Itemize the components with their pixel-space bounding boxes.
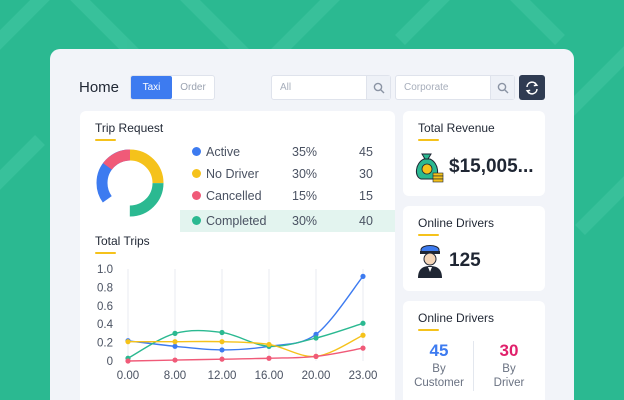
legend-count: 40: [359, 214, 373, 228]
donut-slice-cancelled: [96, 149, 164, 217]
series-point-3: [125, 358, 131, 364]
customer-label-bottom: Customer: [414, 377, 464, 389]
legend-row-completed[interactable]: Completed 30% 40: [180, 210, 395, 232]
search-icon: [373, 82, 384, 93]
series-point-1: [313, 335, 319, 341]
x-tick-label: 23.00: [349, 370, 378, 382]
donut-slice-completed: [96, 149, 164, 217]
total-trips-title: Total Trips: [95, 234, 150, 248]
series-point-2: [172, 339, 178, 345]
filter-field[interactable]: All: [271, 75, 391, 100]
top-bar: Home Taxi Order All Corporate: [50, 49, 574, 119]
driver-label-bottom: Driver: [493, 377, 525, 389]
legend-dot: [192, 216, 201, 225]
x-tick-label: 16.00: [255, 370, 284, 382]
online-drivers-split-card: Online Drivers 45 By Customer 30 By Driv…: [403, 301, 545, 400]
legend-count: 15: [359, 189, 373, 203]
legend-row-no-driver[interactable]: No Driver 30% 30: [180, 163, 395, 185]
online-drivers-split-title: Online Drivers: [418, 311, 495, 325]
series-point-0: [172, 343, 178, 349]
service-toggle: Taxi Order: [130, 75, 215, 100]
corporate-field[interactable]: Corporate: [395, 75, 515, 100]
online-drivers-title: Online Drivers: [418, 216, 495, 230]
tab-order[interactable]: Order: [180, 82, 206, 93]
trip-donut-chart: [96, 149, 164, 217]
series-point-3: [313, 353, 319, 359]
legend-label: Cancelled: [206, 189, 262, 203]
customer-label-top: By: [432, 363, 446, 375]
online-drivers-value: 125: [449, 250, 481, 271]
refresh-icon: [525, 80, 539, 95]
title-underline: [95, 139, 116, 141]
series-line-3: [127, 347, 364, 362]
dashboard-window: Home Taxi Order All Corporate Trip Reque…: [50, 49, 574, 400]
legend-dot: [192, 169, 201, 178]
y-tick-label: 1.0: [97, 264, 113, 276]
x-tick-label: 12.00: [208, 370, 237, 382]
legend-dot: [192, 191, 201, 200]
series-point-2: [360, 332, 366, 338]
tab-taxi[interactable]: Taxi: [131, 76, 172, 99]
series-line-1: [127, 322, 364, 359]
series-point-0: [360, 273, 366, 279]
title-underline: [418, 139, 439, 141]
legend-percent: 30%: [292, 214, 318, 228]
x-tick-label: 8.00: [164, 370, 186, 382]
revenue-title: Total Revenue: [418, 121, 495, 135]
search-icon: [497, 82, 508, 93]
series-point-2: [219, 339, 225, 345]
y-tick-label: 0.8: [97, 282, 113, 294]
filter-value: All: [280, 82, 292, 93]
series-point-3: [172, 357, 178, 363]
legend-label: Completed: [206, 214, 267, 228]
legend-percent: 35%: [292, 145, 318, 159]
legend-label: Active: [206, 145, 241, 159]
title-underline: [418, 234, 439, 236]
y-tick-label: 0.2: [97, 338, 113, 350]
title-underline: [418, 329, 439, 331]
series-point-1: [172, 330, 178, 336]
series-point-1: [360, 320, 366, 326]
driver-label-top: By: [502, 363, 516, 375]
trip-card: Trip Request Active 35% 45 No Driver 30%: [80, 111, 395, 400]
filter-search-button[interactable]: [366, 76, 390, 99]
series-point-1: [219, 329, 225, 336]
trip-request-title: Trip Request: [95, 121, 164, 135]
series-point-2: [125, 339, 131, 345]
legend-label: No Driver: [206, 167, 259, 181]
legend-percent: 30%: [292, 167, 318, 181]
series-line-0: [127, 275, 364, 351]
x-tick-label: 0.00: [117, 370, 139, 382]
revenue-card: Total Revenue $15,005...: [403, 111, 545, 196]
y-tick-label: 0.6: [97, 301, 113, 313]
y-tick-label: 0: [107, 356, 113, 368]
legend-count: 30: [359, 167, 373, 181]
online-drivers-card: Online Drivers 125: [403, 206, 545, 291]
driver-count: 30: [499, 341, 519, 360]
series-point-0: [219, 347, 225, 353]
legend-row-active[interactable]: Active 35% 45: [180, 141, 395, 163]
title-underline: [95, 252, 116, 254]
page-title: Home: [79, 79, 120, 96]
legend-count: 45: [359, 145, 373, 159]
customer-count: 45: [429, 341, 449, 360]
series-point-2: [266, 341, 272, 348]
total-trips-line-chart: 1.0 0.8 0.6 0.4 0.2 0 0.00 8.00 12.00 16.00 20.00 2…: [97, 264, 378, 382]
x-tick-label: 20.00: [302, 370, 331, 382]
driver-icon: [418, 245, 442, 278]
y-tick-label: 0.4: [97, 319, 114, 331]
series-point-3: [266, 355, 272, 361]
money-bag-icon: [416, 153, 444, 183]
corporate-search-button[interactable]: [490, 76, 514, 99]
stat-divider: [473, 341, 474, 391]
series-point-0: [313, 331, 319, 337]
corporate-value: Corporate: [404, 82, 449, 93]
series-point-3: [360, 345, 366, 351]
revenue-value: $15,005...: [449, 156, 534, 177]
legend-row-cancelled[interactable]: Cancelled 15% 15: [180, 185, 395, 207]
legend-percent: 15%: [292, 189, 318, 203]
legend-dot: [192, 147, 201, 156]
series-point-3: [219, 356, 225, 362]
refresh-button[interactable]: [519, 75, 545, 100]
